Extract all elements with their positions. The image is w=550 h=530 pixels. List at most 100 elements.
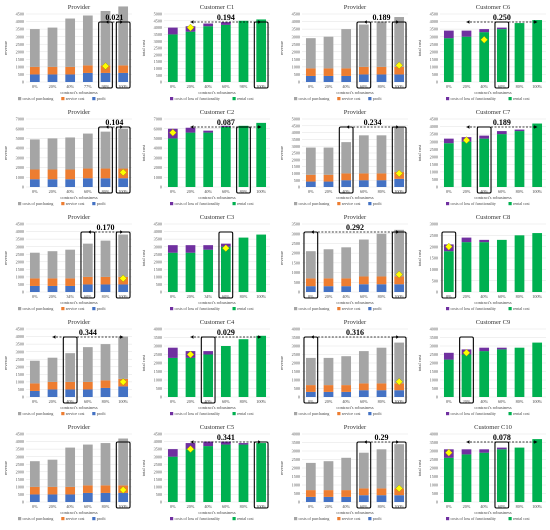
y-tick-label: 2500 [154,352,162,357]
y-tick-label: 1000 [292,64,300,69]
x-tick-label: 20% [325,294,333,299]
bar-costs-of-purchasing [376,449,387,489]
bar-rental-cost [185,357,196,397]
legend-label: service cost [342,96,362,101]
bar-rental-cost [238,339,249,397]
x-tick-label: 80% [102,189,110,194]
legend-label: rental cost [513,96,530,101]
x-tick-label: 0% [32,504,38,509]
bar-rental-cost [167,252,178,292]
bar-costs-of-purchasing [100,443,111,486]
panel-title: Customer C4 [200,319,235,326]
x-tick-label: 20% [187,399,195,404]
arrow-head-left [190,335,194,339]
y-tick-label: 0 [298,185,300,190]
y-tick-label: 1000 [292,270,300,275]
x-tick-label: 20% [325,399,333,404]
y-tick-label: 500 [432,386,438,391]
bar-costs-of-purchasing [305,357,316,386]
bar-service-cost [341,278,352,287]
legend-swatch [232,517,236,521]
bar-service-cost [65,278,76,286]
marker-diamond [445,448,453,457]
legend-label: service cost [342,411,362,416]
legend-label: costs of loss of functionality [175,201,220,206]
y-tick-label: 3000 [292,144,300,149]
y-tick-label: 3500 [154,32,162,37]
marker-diamond [395,270,403,279]
bar-costs-of-loss-of-functionality [203,23,214,27]
bar-profit [358,74,369,82]
x-tick-label: 100% [394,84,404,89]
y-axis-label: total cost [417,249,422,266]
y-tick-label: 0 [22,80,24,85]
bar-profit [341,286,352,292]
legend-label: costs of purchasing [23,516,54,521]
y-tick-label: 2500 [16,42,24,47]
legend-swatch [337,202,341,206]
y-tick-label: 3500 [292,27,300,32]
bar-profit [82,72,93,82]
bar-costs-of-loss-of-functionality [461,237,472,243]
y-tick-label: 1000 [16,64,24,69]
arrow-head-left [87,230,91,234]
y-tick-label: 2500 [430,352,438,357]
bar-rental-cost [514,235,525,292]
marker-diamond [480,35,488,44]
legend-swatch [368,97,372,101]
y-axis-label: revenue [279,41,284,55]
legend-swatch [368,412,372,416]
x-tick-label: 100% [256,399,266,404]
bar-rental-cost [532,20,543,82]
bar-costs-of-purchasing [118,234,129,277]
bar-rental-cost [256,443,267,502]
y-tick-label: 3000 [430,139,438,144]
bar-rental-cost [496,449,507,502]
y-tick-label: 2000 [16,469,24,474]
y-tick-label: 2500 [430,42,438,47]
legend-label: profit [97,306,107,311]
legend-swatch [61,517,65,521]
x-tick-label: 20% [187,504,195,509]
y-tick-label: 7000 [16,117,24,122]
y-axis-label: total cost [141,39,146,56]
x-tick-label: 0% [446,84,452,89]
x-tick-label: 60% [498,504,506,509]
panel-title: Provider [68,4,91,11]
x-tick-label: 40% [342,84,350,89]
x-tick-label: 60% [498,84,506,89]
bar-profit [341,496,352,502]
legend-swatch [294,517,298,521]
y-tick-label: 1500 [292,369,300,374]
chart-panel-19: Provider 0 500 1000 1500 2000 2500 3000 3500 4000… [279,424,408,521]
y-tick-label: 2000 [430,361,438,366]
bar-rental-cost [461,354,472,397]
highlight-box [115,441,131,509]
y-axis-label: total cost [417,144,422,161]
x-axis-label: contract's robustness [60,405,97,410]
marker-diamond [222,244,230,252]
arrow-value-label: 0.189 [493,118,511,127]
bar-rental-cost [256,234,267,292]
x-tick-label: 100% [256,84,266,89]
y-tick-label: 2000 [430,466,438,471]
bar-profit [82,178,93,187]
y-tick-label: 2500 [16,252,24,257]
y-tick-label: 4500 [154,18,162,23]
x-tick-label: 100% [394,504,404,509]
bar-costs-of-loss-of-functionality [461,449,472,455]
legend-swatch [508,202,512,206]
y-tick-label: 3500 [16,237,24,242]
x-axis-label: contract's robustness [474,300,511,305]
marker-diamond [119,274,127,283]
bar-profit [358,180,369,187]
bar-costs-of-loss-of-functionality [479,449,490,453]
x-tick-label: 20% [49,504,57,509]
panel-title: Customer C8 [476,214,511,221]
panel-title: Provider [344,4,367,11]
y-tick-label: 4000 [292,432,300,437]
bar-profit [394,390,405,397]
legend-swatch [232,307,236,311]
legend-label: rental cost [237,96,254,101]
bar-rental-cost [461,454,472,502]
